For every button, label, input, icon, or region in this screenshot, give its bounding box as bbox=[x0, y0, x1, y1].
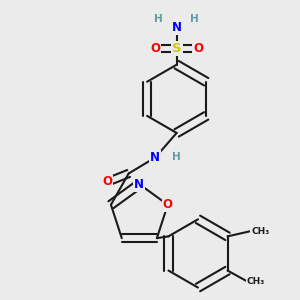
Text: N: N bbox=[150, 151, 160, 164]
Text: O: O bbox=[163, 198, 173, 211]
Text: O: O bbox=[150, 42, 160, 55]
Text: H: H bbox=[190, 14, 199, 24]
Text: H: H bbox=[172, 152, 181, 163]
Text: H: H bbox=[154, 14, 163, 24]
Text: O: O bbox=[102, 176, 112, 188]
Text: CH₃: CH₃ bbox=[247, 277, 265, 286]
Text: N: N bbox=[134, 178, 144, 190]
Text: S: S bbox=[172, 42, 182, 55]
Text: CH₃: CH₃ bbox=[251, 226, 269, 236]
Text: O: O bbox=[193, 42, 203, 55]
Text: N: N bbox=[172, 21, 182, 34]
